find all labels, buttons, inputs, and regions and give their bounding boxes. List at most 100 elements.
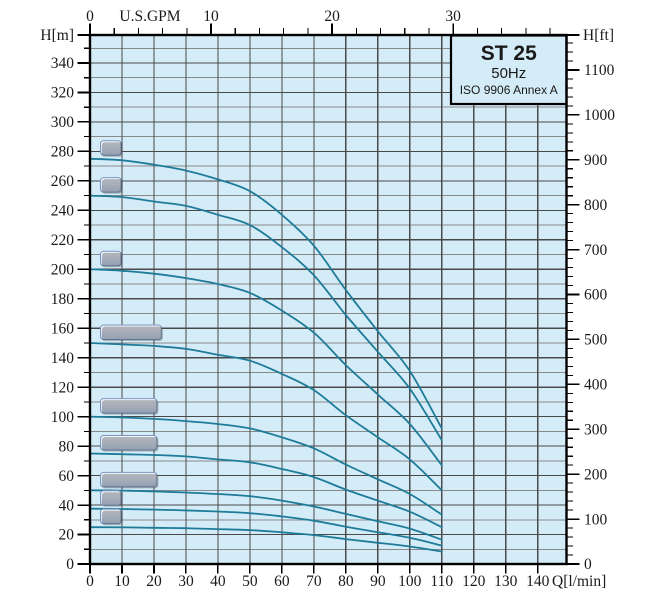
gridlines [90,35,567,564]
left-axis-tick-label: 80 [59,438,75,455]
axis-tick-labels: 0204060801001201401601802002202402602803… [40,8,615,590]
curve-labels: 44 40 32 24(70-111) 16(70-77) 12(80-49) 08(70-… [100,140,163,526]
axis-ticks [77,23,580,574]
curve-label-box [100,508,122,525]
left-axis-tick-label: 0 [66,556,74,573]
bottom-axis-tick-label: 30 [178,573,194,590]
right-axis-tick-label: 0 [584,556,592,573]
pump-curve-24 [89,342,443,492]
pump-curve-06 [89,507,443,547]
plot-area [90,35,567,564]
curve-label-shadow [102,252,123,268]
pump-curves [89,157,443,553]
curve-label-shadow [102,492,123,507]
pump-curve-44 [89,157,443,430]
right-axis-tick-label: 300 [584,421,608,438]
bottom-axis-tick-label: 130 [494,573,518,590]
right-axis-tick-label: 900 [584,152,608,169]
title-model: ST 25 [481,42,537,65]
curve-label-16: 16(70-77) [100,398,159,415]
left-axis-tick-label: 340 [51,55,75,72]
top-axis-tick-label: 10 [203,8,219,25]
right-axis-tick-label: 100 [584,511,608,528]
top-axis-tick-label: 30 [445,8,461,25]
left-axis-tick-label: 160 [51,320,75,337]
bottom-axis-tick-label: 10 [114,573,130,590]
left-axis-tick-label: 40 [59,497,75,514]
curve-label-shadow [102,179,123,194]
curve-label-box [100,177,122,193]
right-axis-tick-label: 500 [584,332,608,349]
pump-curve-40 [89,194,443,442]
right-axis-tick-label: 1000 [584,107,615,124]
left-axis-tick-label: 300 [51,114,75,131]
curve-label-shadow [102,400,159,415]
right-axis-tick-label: 800 [584,197,608,214]
curve-label-24: 24(70-111) [100,324,163,341]
bottom-axis-tick-label: 110 [430,573,453,590]
left-axis-tick-label: 180 [51,291,75,308]
left-axis-tick-label: 100 [51,409,75,426]
title-frequency: 50Hz [491,65,526,82]
bottom-axis-tick-label: 100 [398,573,422,590]
curve-label-shadow [102,326,163,341]
left-axis-tick-label: 320 [51,85,75,102]
curve-label-12: 12(80-49) [100,434,159,452]
curve-label-08: 08(70-35) [100,471,159,489]
right-axis-tick-label: 400 [584,377,608,394]
top-axis-tick-label: 20 [324,8,340,25]
pump-curve-08 [89,489,443,541]
pump-curve-32 [89,268,443,467]
pump-curve-04 [89,526,443,553]
left-axis-tick-label: 200 [51,261,75,278]
curve-label-box [100,324,162,340]
right-axis-title: H[ft] [583,27,614,44]
bottom-axis-title: Q[l/min] [552,573,606,590]
bottom-axis-tick-label: 0 [86,573,94,590]
curve-label-shadow [102,436,159,452]
left-axis-tick-label: 240 [51,203,75,220]
left-axis-tick-label: 260 [51,173,75,190]
left-axis-tick-label: 280 [51,144,75,161]
curve-label-shadow [102,142,123,157]
curve-label-shadow [102,473,159,489]
bottom-axis-tick-label: 50 [242,573,258,590]
curve-label-44: 44 [100,140,123,157]
curve-label-box [100,250,122,267]
curve-label-06: 06 [100,490,123,507]
curve-label-box [100,471,158,488]
pump-curve-12 [89,452,443,529]
bottom-axis-tick-label: 60 [274,573,290,590]
curve-label-32: 32 [100,250,123,268]
left-axis-tick-label: 220 [51,232,75,249]
right-axis-tick-label: 200 [584,466,608,483]
bottom-axis-tick-label: 140 [526,573,550,590]
right-axis-tick-label: 1100 [584,62,615,79]
bottom-axis-tick-label: 40 [210,573,226,590]
right-axis-tick-label: 700 [584,242,608,259]
curve-label-box [100,398,158,414]
title-standard: ISO 9906 Annex A [460,83,558,97]
curve-label-shadow [102,510,123,526]
curve-label-box [100,140,122,156]
left-axis-title: H[m] [40,27,74,44]
left-axis-tick-label: 140 [51,350,75,367]
pump-curve-16 [89,415,443,516]
bottom-axis-tick-label: 90 [370,573,386,590]
title-box-frame [449,34,568,106]
left-axis-tick-label: 60 [59,468,75,485]
curve-label-04: 04 [100,508,123,526]
curve-label-40: 40 [100,177,123,194]
top-axis-tick-label: 0 [86,8,94,25]
curve-label-box [100,434,158,451]
bottom-axis-tick-label: 20 [146,573,162,590]
bottom-axis-tick-label: 120 [462,573,486,590]
left-axis-tick-label: 120 [51,379,75,396]
right-axis-tick-label: 600 [584,287,608,304]
bottom-axis-tick-label: 80 [338,573,354,590]
top-axis-title: U.S.GPM [119,8,180,25]
curve-label-box [100,490,122,506]
